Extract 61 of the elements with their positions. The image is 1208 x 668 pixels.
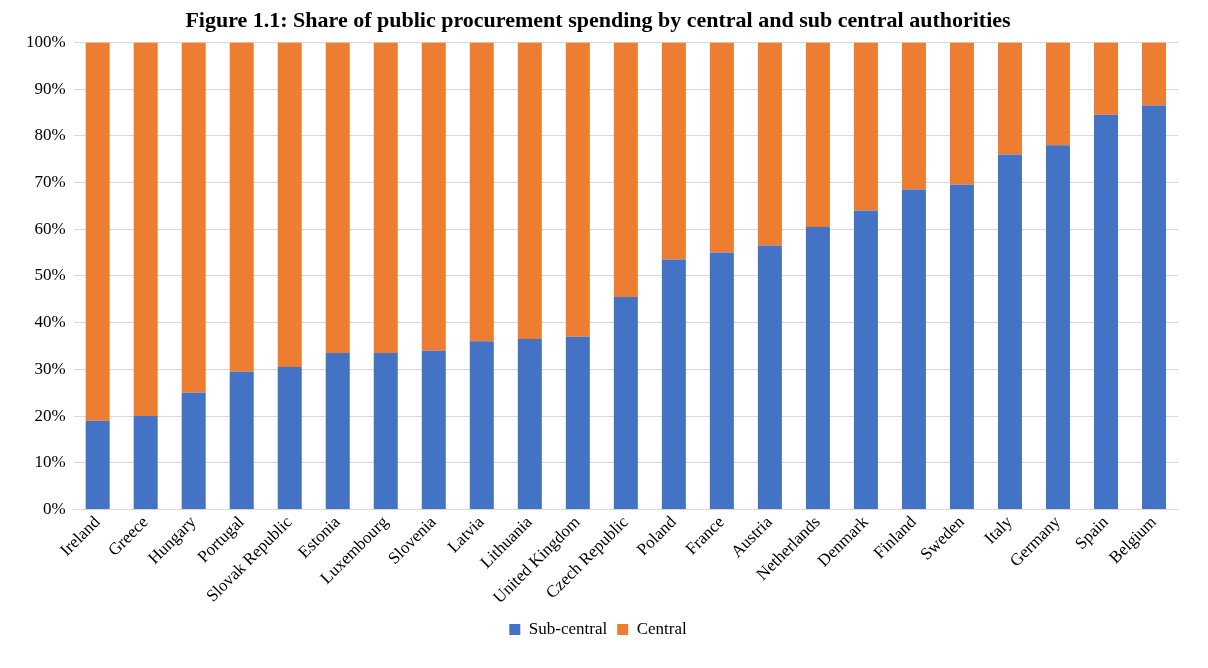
bar [613,296,638,509]
bar [661,42,686,260]
y-tick-label: 60% [34,218,66,238]
bar [853,42,878,211]
y-tick-label: 10% [34,452,66,472]
bar [421,350,446,509]
bar [949,184,974,509]
bar [133,42,158,417]
bar [757,245,782,509]
y-tick-label: 100% [25,31,66,51]
chart-title: Figure 1.1: Share of public procurement spending by central and sub central authorities [185,6,1012,32]
bar [517,42,542,339]
bar [181,392,206,509]
bar [901,42,926,190]
bar [421,42,446,351]
bar [133,416,158,509]
bar [373,352,398,509]
bar [613,42,638,297]
x-tick-label: Italy [980,511,1017,548]
bar [709,42,734,253]
y-tick-label: 50% [34,265,66,285]
bar [1141,42,1166,106]
y-tick-label: 40% [34,312,66,332]
bar [229,371,254,509]
bar [1141,105,1166,509]
bar [469,42,494,342]
bar [997,42,1022,155]
bar [565,336,590,509]
bar [949,42,974,185]
bar [565,42,590,337]
bar [1045,145,1070,509]
bar [997,154,1022,509]
bar [85,42,110,421]
legend-label: Central [636,618,687,638]
y-tick-label: 0% [42,498,66,518]
bar [901,189,926,509]
bar [1093,42,1118,115]
bar [1045,42,1070,146]
bar [325,42,350,353]
bar [853,210,878,509]
bar [805,42,830,227]
y-tick-label: 30% [34,358,66,378]
legend-label: Sub-central [528,618,608,638]
bar [709,252,734,509]
y-tick-label: 80% [34,125,66,145]
y-tick-label: 70% [34,171,66,191]
bar [373,42,398,353]
bar [325,352,350,509]
bar [181,42,206,393]
bar [277,366,302,509]
bar [277,42,302,367]
y-tick-label: 90% [34,78,66,98]
bar [805,226,830,509]
bar [85,420,110,509]
y-tick-label: 20% [34,405,66,425]
bar [469,341,494,509]
bar [517,338,542,509]
bar [661,259,686,509]
bar [229,42,254,372]
bar [1093,114,1118,509]
bar [757,42,782,246]
